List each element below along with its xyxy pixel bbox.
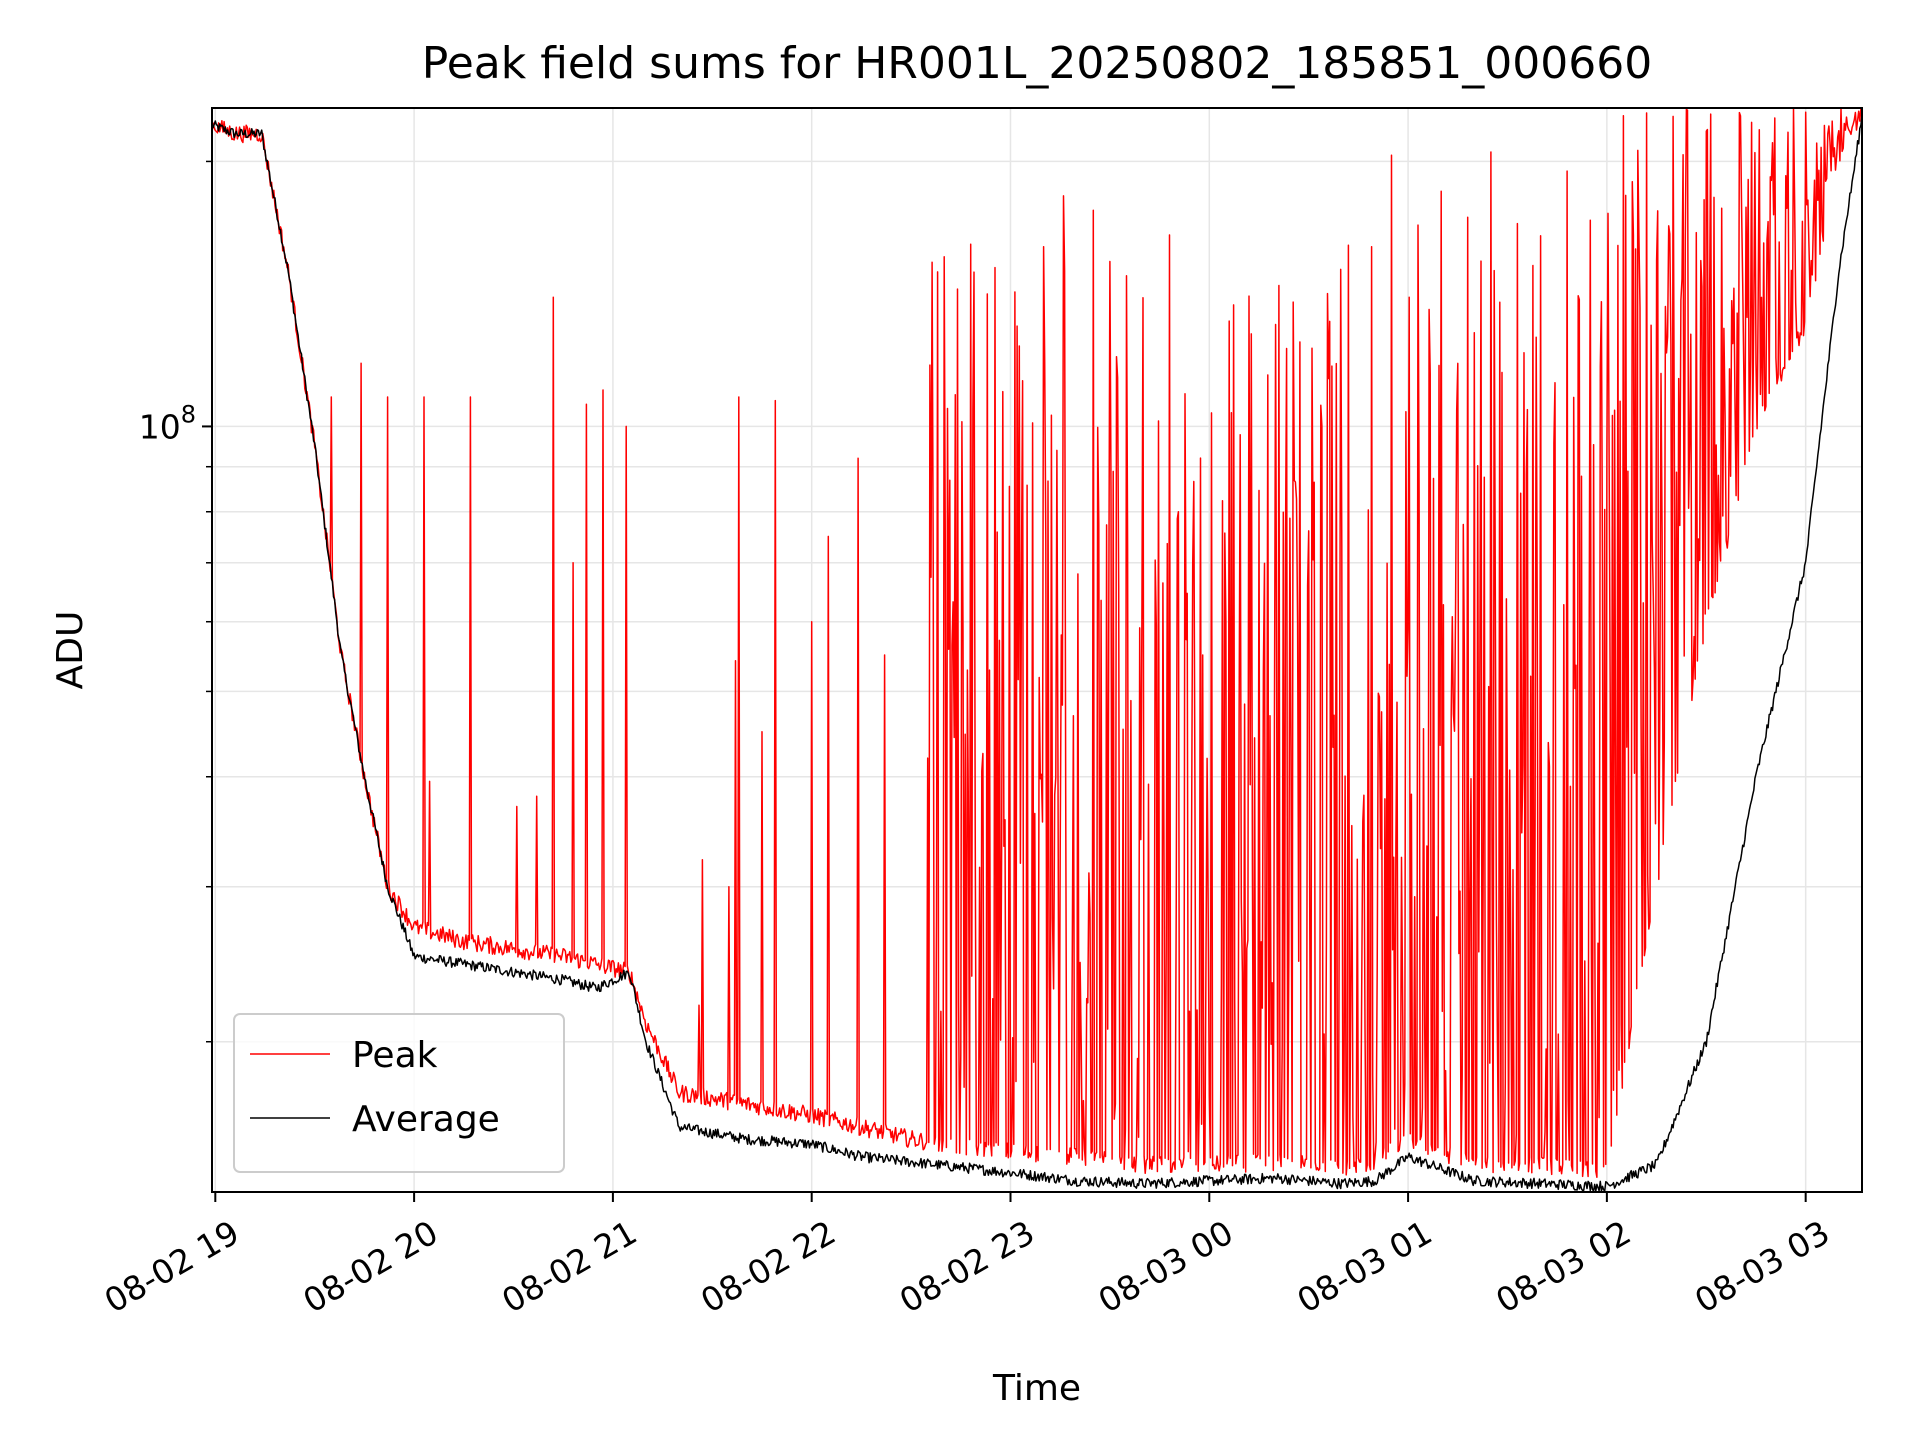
legend-label-peak: Peak: [352, 1035, 438, 1076]
x-axis-label: Time: [992, 1368, 1081, 1409]
plot-frame: [211, 107, 1863, 1193]
legend: Peak Average: [233, 1013, 565, 1173]
series-line-peak: [211, 107, 1863, 1179]
y-axis-label: ADU: [50, 611, 91, 690]
y-tick-label: 108: [139, 400, 196, 446]
series-line-average: [211, 114, 1863, 1192]
chart-title: Peak field sums for HR001L_20250802_1858…: [422, 38, 1653, 89]
grid-layer: [212, 108, 1862, 1192]
legend-label-average: Average: [352, 1099, 500, 1140]
plot-layer: [211, 107, 1863, 1192]
